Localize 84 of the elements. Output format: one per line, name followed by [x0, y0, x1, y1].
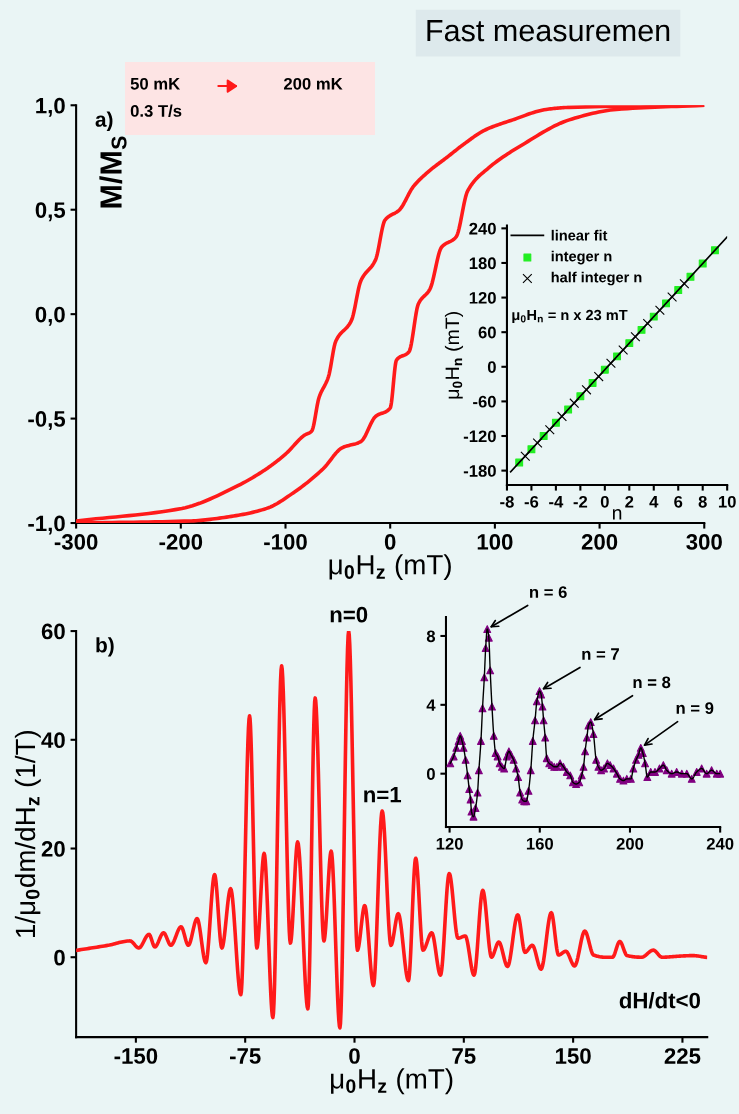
- point: [557, 411, 567, 422]
- point: [520, 451, 531, 462]
- text: 200 mK: [283, 77, 343, 90]
- point: [581, 384, 592, 395]
- y-tick-label: 0,5: [35, 202, 66, 222]
- y-tick-label: 4: [426, 699, 436, 711]
- x-tick-label: 200: [581, 534, 618, 550]
- annotation: n = 6: [530, 586, 567, 599]
- y-tick-label: 0,0: [35, 306, 65, 326]
- point: [630, 331, 641, 342]
- y-axis-title: 1/μ$_{0}$dm/dH$_{z}$ (1/T): [14, 730, 41, 937]
- point: [569, 398, 580, 409]
- y-tick-label: 1,0: [36, 97, 65, 117]
- y-tick-label: 120: [469, 291, 496, 304]
- y-tick-label: 240: [469, 222, 496, 235]
- y-tick-label: 0: [426, 768, 435, 780]
- point: [593, 371, 604, 382]
- x-tick-label: 100: [477, 534, 513, 550]
- annotation: n = 7: [582, 648, 619, 660]
- y-tick-label: -180: [463, 465, 496, 477]
- x-tick-label: 300: [686, 534, 722, 550]
- point: [544, 424, 555, 435]
- y-tick-label: -0,5: [28, 411, 66, 431]
- point: [679, 278, 690, 289]
- x-tick-label: 8: [698, 495, 707, 508]
- x-tick-label: -2: [573, 495, 588, 508]
- y-tick-label: 8: [426, 630, 436, 643]
- x-tick-label: 150: [555, 1048, 591, 1064]
- y-tick-label: -60: [473, 395, 496, 408]
- annotation: 0.3 T/s: [130, 104, 182, 118]
- x-tick-label: -4: [549, 496, 564, 508]
- annotation: n=1: [364, 786, 402, 803]
- x-tick-label: 240: [706, 837, 734, 850]
- y-tick-label: -1,0: [28, 515, 65, 535]
- x-tick-label: 160: [526, 837, 553, 850]
- point: [642, 318, 653, 329]
- legend-label: integer n: [551, 250, 612, 265]
- x-tick-label: 200: [616, 837, 644, 850]
- y-tick-label: 0: [54, 949, 65, 966]
- y-tick-label: -120: [463, 430, 496, 443]
- annotation: μ$_{0}$H$_{n}$ = n x 23 mT: [512, 309, 628, 323]
- x-tick-label: 75: [452, 1048, 476, 1064]
- x-tick-label: 0: [349, 1048, 360, 1064]
- x-tick-label: -8: [500, 495, 514, 508]
- y-tick-label: 20: [41, 841, 65, 857]
- annotation: n=0: [330, 606, 368, 623]
- x-axis-title: n: [612, 509, 622, 520]
- x-tick-label: -75: [230, 1048, 261, 1064]
- y-tick-label: 60: [41, 623, 65, 640]
- x-tick-label: 10: [718, 495, 736, 508]
- x-tick-label: -6: [524, 495, 539, 508]
- x-tick-label: 2: [625, 495, 634, 508]
- point: [654, 305, 665, 316]
- y-tick-label: 180: [469, 257, 496, 270]
- x-tick-label: -100: [264, 534, 307, 550]
- y-axis-title: M/M$_{S}$: [99, 136, 127, 208]
- x-tick-label: -150: [114, 1048, 158, 1064]
- x-tick-label: 4: [649, 496, 659, 508]
- legend-label: linear fit: [551, 229, 608, 241]
- x-tick-label: -300: [54, 534, 98, 550]
- x-tick-label: 225: [664, 1048, 701, 1064]
- annotation: n = 8: [633, 676, 671, 689]
- x-tick-label: 6: [674, 495, 683, 508]
- y-axis-title: μ$_{0}$H$_{n}$ (mT): [444, 312, 464, 399]
- annotation: a): [95, 111, 113, 131]
- x-tick-label: 0: [384, 534, 396, 550]
- legend-label: half integer n: [551, 271, 642, 286]
- y-tick-label: 60: [478, 326, 496, 339]
- y-tick-label: 0: [487, 361, 496, 373]
- point: [606, 358, 616, 369]
- x-tick-label: 120: [436, 837, 463, 850]
- point: [618, 345, 629, 356]
- x-axis-title: μ$_{0}$H$_{z}$ (mT): [329, 554, 451, 581]
- y-tick-label: 40: [41, 732, 65, 749]
- point: [532, 437, 543, 448]
- x-tick-label: -200: [159, 534, 203, 550]
- text: 50 mK: [130, 77, 181, 90]
- annotation: n = 9: [676, 702, 714, 715]
- point: [667, 292, 678, 302]
- chart-title: Fast measuremen: [427, 20, 670, 42]
- annotation: dH/dt<0: [619, 992, 700, 1009]
- x-tick-label: 0: [600, 495, 609, 508]
- x-axis-title: μ$_{0}$H$_{z}$ (mT): [331, 1068, 453, 1095]
- annotation: b): [96, 637, 114, 657]
